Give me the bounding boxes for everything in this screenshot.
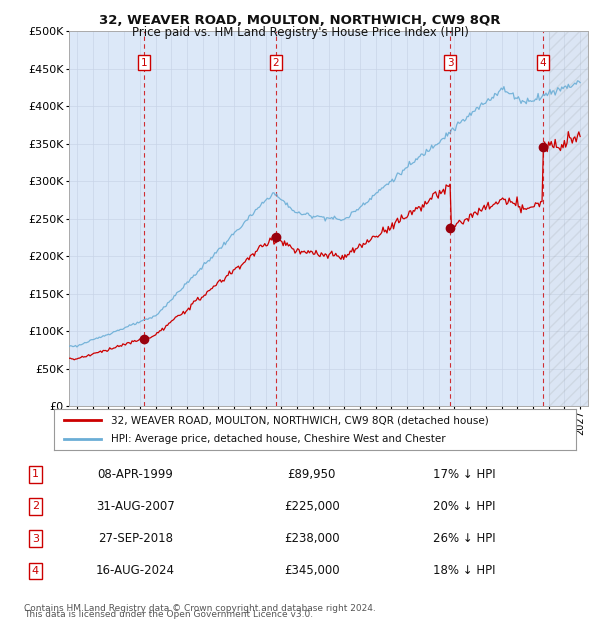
Text: Contains HM Land Registry data © Crown copyright and database right 2024.: Contains HM Land Registry data © Crown c… (24, 603, 376, 613)
Text: 08-APR-1999: 08-APR-1999 (97, 467, 173, 481)
Text: 32, WEAVER ROAD, MOULTON, NORTHWICH, CW9 8QR: 32, WEAVER ROAD, MOULTON, NORTHWICH, CW9… (99, 14, 501, 27)
Text: HPI: Average price, detached house, Cheshire West and Chester: HPI: Average price, detached house, Ches… (112, 435, 446, 445)
Text: 26% ↓ HPI: 26% ↓ HPI (433, 532, 496, 545)
Text: 27-SEP-2018: 27-SEP-2018 (98, 532, 173, 545)
Text: 1: 1 (141, 58, 148, 68)
Text: 16-AUG-2024: 16-AUG-2024 (96, 564, 175, 577)
Bar (548, 31, 588, 406)
Text: 32, WEAVER ROAD, MOULTON, NORTHWICH, CW9 8QR (detached house): 32, WEAVER ROAD, MOULTON, NORTHWICH, CW9… (112, 415, 489, 425)
Text: 18% ↓ HPI: 18% ↓ HPI (433, 564, 496, 577)
Text: 17% ↓ HPI: 17% ↓ HPI (433, 467, 496, 481)
Text: 2: 2 (32, 502, 39, 512)
Text: 4: 4 (32, 566, 39, 576)
Text: 3: 3 (447, 58, 454, 68)
Text: £345,000: £345,000 (284, 564, 340, 577)
Text: £89,950: £89,950 (287, 467, 336, 481)
Text: This data is licensed under the Open Government Licence v3.0.: This data is licensed under the Open Gov… (24, 609, 313, 619)
Text: 1: 1 (32, 469, 39, 479)
Text: 20% ↓ HPI: 20% ↓ HPI (433, 500, 496, 513)
Text: 2: 2 (272, 58, 279, 68)
Text: Price paid vs. HM Land Registry's House Price Index (HPI): Price paid vs. HM Land Registry's House … (131, 26, 469, 39)
Text: 31-AUG-2007: 31-AUG-2007 (96, 500, 175, 513)
Text: £225,000: £225,000 (284, 500, 340, 513)
Text: £238,000: £238,000 (284, 532, 340, 545)
Bar (548, 31, 588, 406)
Text: 3: 3 (32, 534, 39, 544)
Text: 4: 4 (539, 58, 546, 68)
